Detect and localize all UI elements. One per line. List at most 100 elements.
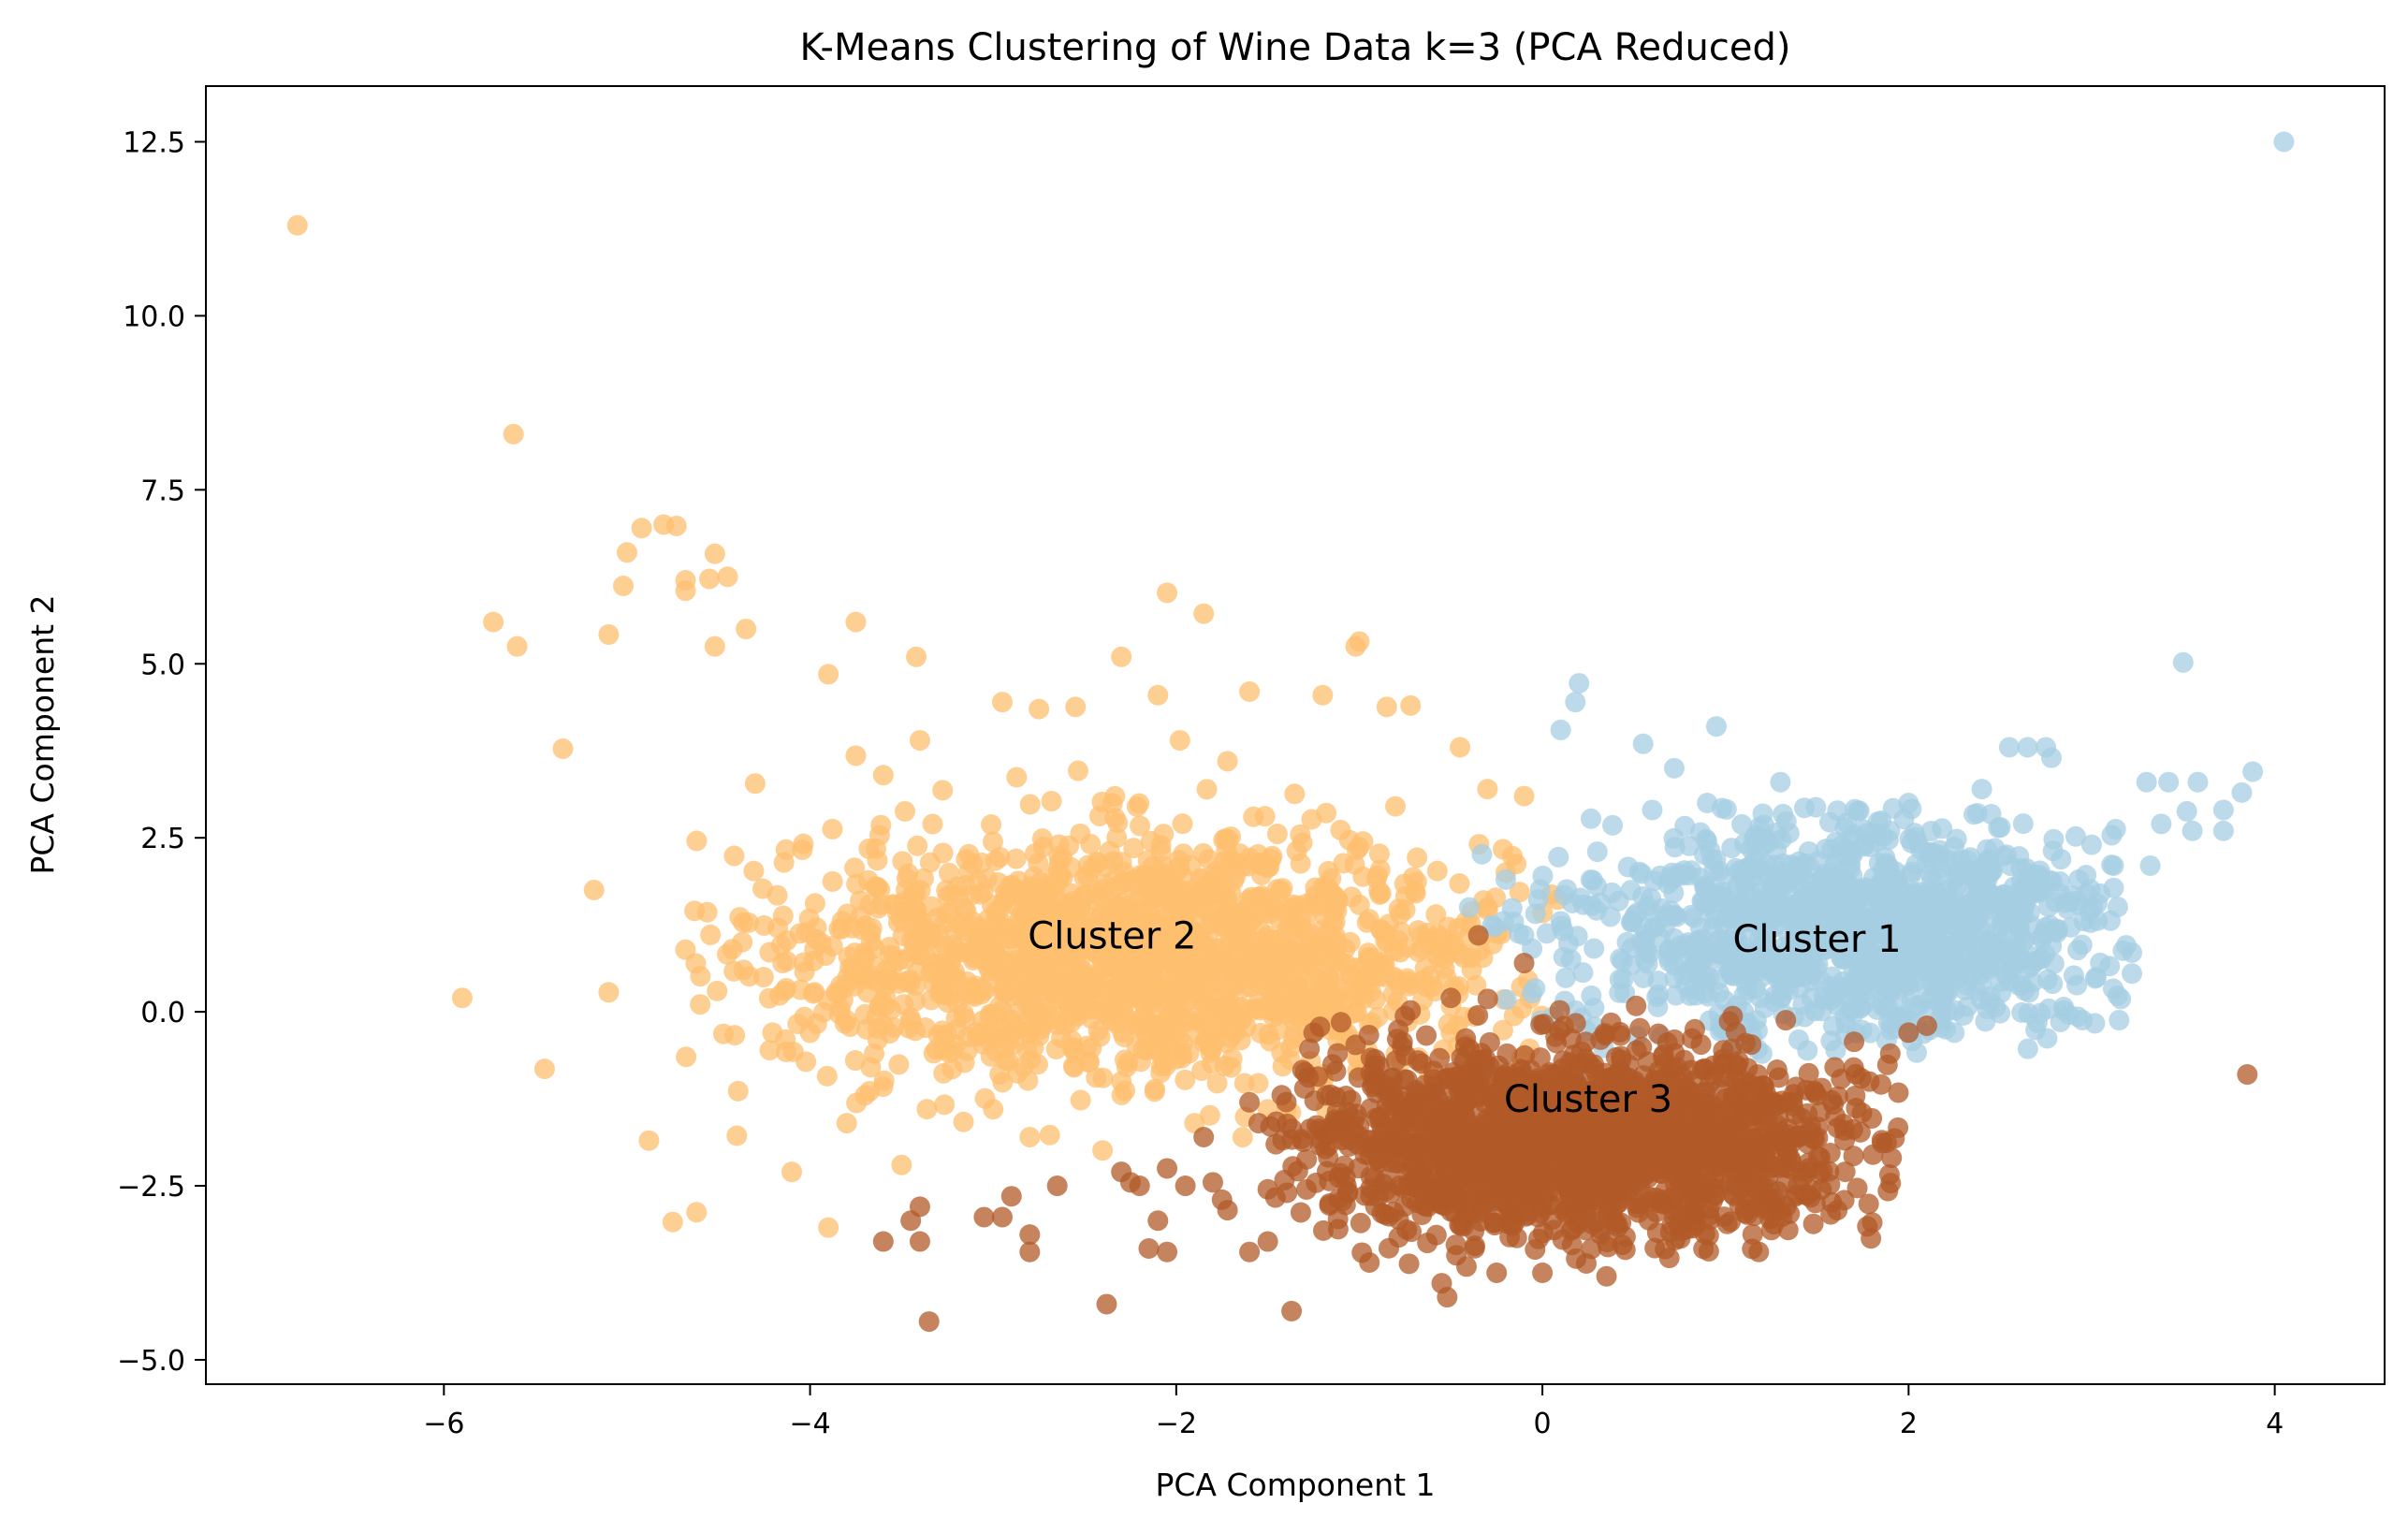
data-point (933, 1062, 955, 1084)
data-point (1349, 837, 1370, 858)
data-point (1770, 771, 1791, 793)
data-point (1408, 1050, 1429, 1072)
data-point (1144, 1078, 1165, 1100)
data-point (1019, 1021, 1041, 1043)
data-point (1172, 813, 1193, 835)
data-point (845, 745, 867, 766)
data-point (1477, 779, 1498, 800)
data-point (1089, 1026, 1111, 1047)
data-point (1552, 1058, 1573, 1079)
data-point (675, 580, 696, 602)
data-point (2079, 900, 2100, 922)
data-point (867, 850, 888, 871)
data-point (1091, 791, 1113, 812)
data-point (1019, 794, 1041, 815)
data-point (1031, 1005, 1053, 1027)
data-point (1209, 1018, 1231, 1040)
data-point (1550, 911, 1571, 932)
data-point (1548, 846, 1569, 868)
data-point (864, 938, 885, 959)
data-point (962, 853, 984, 874)
data-point (1396, 1069, 1418, 1090)
data-point (1602, 814, 1624, 836)
data-point (1616, 931, 1638, 953)
data-point (1046, 1175, 1068, 1197)
data-point (1157, 582, 1178, 604)
series-2 (1458, 131, 2295, 1064)
data-point (1525, 1239, 1546, 1261)
data-point (980, 1003, 1001, 1025)
data-point (1296, 905, 1318, 927)
data-point (1836, 988, 1858, 1010)
data-point (936, 1024, 957, 1045)
data-point (1068, 930, 1089, 952)
data-point (1119, 1172, 1141, 1193)
data-point (1281, 1300, 1303, 1321)
data-point (2100, 910, 2122, 931)
data-point (2021, 971, 2043, 993)
data-point (1700, 1209, 1721, 1231)
data-point (991, 692, 1013, 713)
data-point (1129, 793, 1150, 814)
data-point (2080, 879, 2101, 900)
data-point (1412, 970, 1434, 991)
data-point (1609, 982, 1630, 1003)
data-point (1549, 1000, 1570, 1021)
data-point (2139, 854, 2161, 876)
data-point (1920, 869, 1942, 891)
data-point (2071, 934, 2093, 956)
data-point (1440, 987, 1462, 1009)
data-point (1724, 1175, 1745, 1197)
data-point (918, 1311, 940, 1333)
data-point (1879, 980, 1901, 1001)
data-point (533, 1058, 555, 1080)
data-point (1825, 1105, 1846, 1127)
cluster-label: Cluster 3 (1504, 1078, 1672, 1121)
data-point (895, 948, 916, 970)
data-point (1861, 1212, 1883, 1234)
data-point (662, 1211, 683, 1233)
data-point (1248, 1073, 1269, 1094)
data-point (1282, 942, 1304, 963)
data-point (2029, 860, 2050, 882)
data-point (869, 879, 891, 900)
data-point (1054, 971, 1075, 993)
data-point (2030, 1002, 2051, 1024)
data-point (2084, 968, 2106, 989)
data-point (1631, 863, 1653, 884)
data-point (1255, 888, 1277, 910)
data-point (1124, 955, 1146, 976)
data-point (845, 611, 867, 633)
data-point (1466, 974, 1487, 996)
data-point (1661, 1058, 1683, 1079)
data-point (1333, 853, 1354, 874)
data-point (1271, 1042, 1292, 1063)
data-point (2057, 898, 2079, 920)
data-point (767, 917, 789, 939)
data-point (1400, 694, 1422, 716)
data-point (1788, 1126, 1809, 1147)
data-point (1492, 839, 1513, 860)
data-point (775, 839, 796, 860)
data-point (1818, 1161, 1840, 1182)
data-point (1006, 766, 1028, 788)
data-point (1569, 673, 1590, 694)
data-point (1319, 968, 1340, 989)
data-point (1193, 603, 1215, 624)
data-point (1392, 1031, 1413, 1053)
data-point (2158, 771, 2180, 793)
data-point (1284, 783, 1306, 805)
data-point (1664, 837, 1686, 858)
data-point (1887, 874, 1908, 896)
data-point (1277, 898, 1298, 919)
data-point (1267, 1018, 1289, 1040)
data-point (983, 1099, 1004, 1120)
data-point (1123, 838, 1145, 859)
data-point (1175, 1069, 1196, 1090)
data-point (2136, 771, 2157, 793)
data-point (822, 870, 843, 892)
data-point (1157, 1241, 1178, 1263)
data-point (1582, 869, 1603, 891)
data-point (1376, 696, 1397, 718)
data-point (1247, 993, 1268, 1015)
